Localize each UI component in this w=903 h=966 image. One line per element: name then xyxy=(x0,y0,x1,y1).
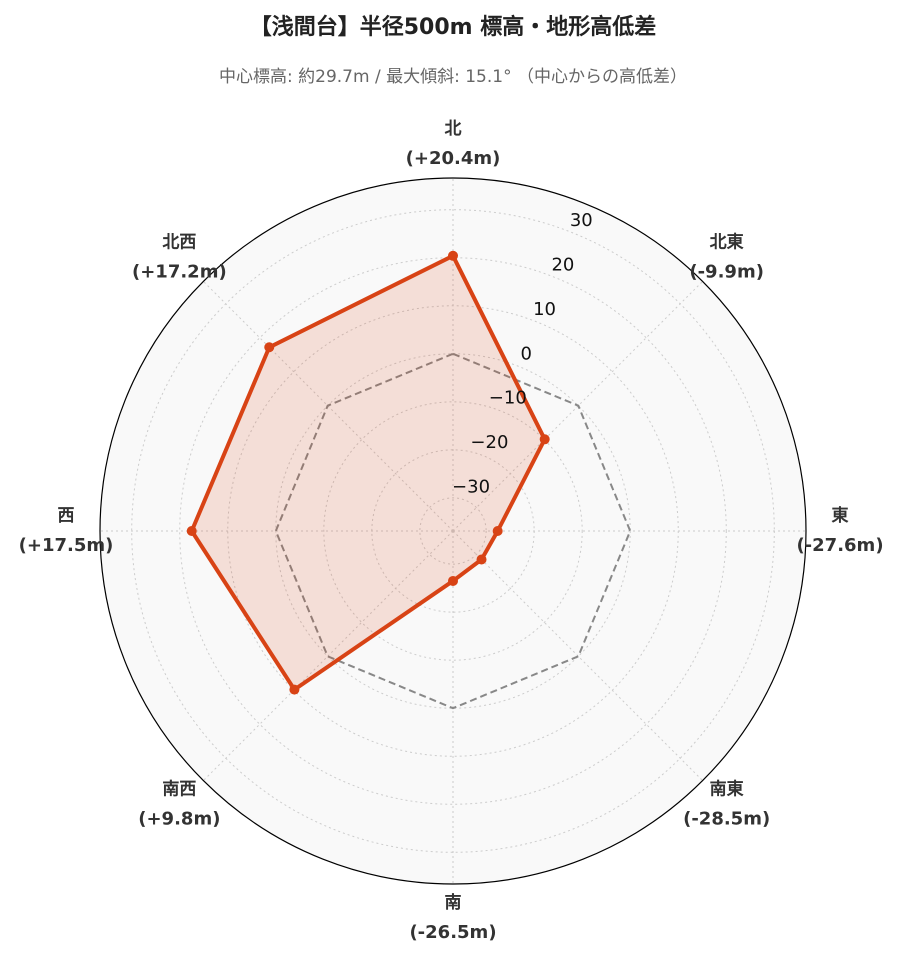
value-label: (+9.8m) xyxy=(138,809,220,830)
data-point xyxy=(264,342,275,353)
grid-circle xyxy=(179,257,727,805)
category-label: 北 xyxy=(445,119,462,139)
chart-subtitle: 中心標高: 約29.7m / 最大傾斜: 15.1° （中心からの高低差） xyxy=(219,67,687,87)
y-tick-label: −20 xyxy=(470,432,508,453)
y-tick-label: 20 xyxy=(551,255,574,276)
chart-title: 【浅間台】半径500m 標高・地形高低差 xyxy=(250,14,657,40)
category-label: 南西 xyxy=(162,779,196,800)
y-tick-label: 10 xyxy=(533,299,556,320)
value-label: (+17.2m) xyxy=(132,261,227,282)
category-label: 北東 xyxy=(710,231,744,252)
plot-border xyxy=(99,177,807,885)
data-point xyxy=(476,554,487,565)
value-label: (+17.5m) xyxy=(19,535,114,556)
value-label: (+20.4m) xyxy=(406,148,501,169)
category-label: 東 xyxy=(832,505,849,526)
y-tick-label: 0 xyxy=(520,343,531,364)
data-point xyxy=(448,575,458,586)
category-label: 南 xyxy=(445,892,462,913)
y-tick-label: −30 xyxy=(452,476,490,497)
value-label: (-9.9m) xyxy=(689,261,764,282)
value-label: (-27.6m) xyxy=(796,535,883,556)
value-label: (-26.5m) xyxy=(409,922,496,943)
y-tick-label: 30 xyxy=(570,210,593,231)
data-point xyxy=(492,526,503,536)
data-point xyxy=(448,250,458,261)
data-point xyxy=(539,434,550,445)
grid-circle xyxy=(419,497,487,565)
category-label: 西 xyxy=(58,506,75,526)
data-point xyxy=(186,526,197,536)
category-label: 北西 xyxy=(162,232,196,252)
grid-circle xyxy=(323,401,583,661)
y-tick-label: −10 xyxy=(489,388,527,409)
category-label: 南東 xyxy=(710,779,744,800)
grid-circle xyxy=(275,353,631,709)
data-point xyxy=(289,684,300,695)
reference-line xyxy=(274,352,632,710)
value-label: (-28.5m) xyxy=(683,809,770,830)
